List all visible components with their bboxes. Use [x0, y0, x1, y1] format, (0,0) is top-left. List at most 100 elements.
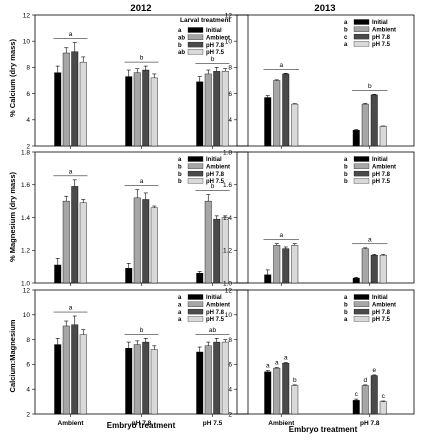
bar: [150, 349, 158, 415]
legend: a Initial b Ambient b pH 7.8 b pH 7.5: [178, 156, 230, 185]
legend-title: Larval treatment: [180, 17, 231, 24]
legend-swatch: [187, 163, 204, 169]
bar: [370, 375, 378, 415]
group-letter: a: [69, 168, 73, 175]
legend-label: Ambient: [206, 165, 230, 171]
group-letter: b: [140, 327, 144, 334]
legend: a Initial a Ambient a pH 7.8 a pH 7.5: [178, 294, 230, 323]
x-tick-label: Ambient: [268, 420, 295, 427]
legend-label: Initial: [372, 20, 388, 26]
y-tick-label: 12: [225, 287, 233, 294]
group-letter: a: [140, 178, 144, 185]
group-letter: b: [211, 56, 215, 63]
y-tick-label: 1.0: [223, 280, 232, 287]
x-axis-label-right: Embryo treatment: [289, 425, 358, 434]
legend-letter: b: [178, 165, 182, 171]
legend-letter: a: [178, 157, 182, 163]
legend-letter: b: [178, 179, 182, 185]
legend-label: Ambient: [372, 303, 396, 309]
legend-label: Ambient: [206, 36, 230, 42]
legend-letter: b: [178, 172, 182, 178]
y-tick-label: 1.8: [21, 149, 30, 156]
bar: [204, 200, 212, 284]
bar: [125, 348, 133, 415]
legend-label: pH 7.5: [372, 317, 391, 323]
legend-swatch: [187, 27, 204, 33]
significance-letter: c: [382, 393, 386, 400]
bar: [125, 76, 133, 147]
legend-swatch: [187, 49, 204, 55]
legend-letter: b: [344, 28, 348, 34]
bar: [79, 334, 87, 415]
bar: [291, 245, 299, 284]
legend-letter: ab: [178, 36, 185, 42]
legend-letter: a: [344, 157, 348, 163]
panel-mg-2013: 1.0 1.2 1.4 1.6 1.8 a a a Initial b Ambient b pH 7.8…: [223, 149, 415, 287]
legend-letter: a: [344, 42, 348, 48]
bar: [221, 341, 229, 415]
legend-letter: a: [344, 317, 348, 323]
x-tick-label: pH 7.8: [360, 420, 380, 427]
bar: [204, 345, 212, 415]
y-tick-label: 2: [26, 143, 30, 150]
y-tick-label: 12: [225, 12, 233, 19]
legend-swatch: [353, 41, 370, 47]
legend-swatch: [353, 316, 370, 322]
x-tick-label: pH 7.5: [203, 420, 223, 427]
legend-swatch: [187, 156, 204, 162]
legend-swatch: [187, 178, 204, 184]
legend-letter: a: [344, 295, 348, 301]
y-tick-label: 1.2: [223, 248, 232, 255]
group-letter: b: [211, 183, 215, 190]
group-letter: a: [69, 305, 73, 312]
legend-label: pH 7.8: [206, 43, 225, 49]
legend-label: Ambient: [206, 303, 230, 309]
bar: [71, 51, 79, 147]
legend-swatch: [353, 163, 370, 169]
y-axis-label-ratio: Calcium:Magnesium: [8, 319, 17, 392]
legend-label: Initial: [372, 157, 388, 163]
plot-frame: [236, 289, 415, 415]
bar: [264, 274, 272, 284]
bar: [273, 80, 281, 147]
bar: [71, 186, 79, 284]
bar: [282, 362, 290, 415]
legend-letter: a: [178, 303, 182, 309]
bar: [273, 245, 281, 284]
bar: [133, 197, 141, 284]
bar: [264, 371, 272, 415]
legend-letter: b: [344, 310, 348, 316]
y-tick-label: 1.2: [21, 248, 30, 255]
y-tick-label: 2: [26, 411, 30, 418]
significance-letter: b: [293, 377, 297, 384]
legend-label: pH 7.5: [372, 42, 391, 48]
legend-swatch: [353, 301, 370, 307]
legend: Larval treatment a Initial ab Ambient b pH 7.8…: [178, 17, 231, 56]
bar: [213, 341, 221, 415]
bar: [352, 277, 360, 284]
y-tick-label: 4: [228, 387, 232, 394]
y-tick-label: 10: [23, 39, 31, 46]
legend-letter: b: [178, 43, 182, 49]
bar: [150, 77, 158, 147]
legend: a Initial b Ambient c pH 7.8 a pH 7.5: [344, 19, 396, 48]
bar: [142, 199, 150, 284]
bar: [361, 103, 369, 147]
group-letter: ab: [209, 327, 217, 334]
bar: [79, 61, 87, 147]
legend-letter: ab: [178, 50, 185, 56]
bar: [54, 344, 62, 415]
bar: [71, 324, 79, 415]
legend-letter: b: [344, 165, 348, 171]
y-tick-label: 1.0: [21, 280, 30, 287]
bar: [352, 400, 360, 415]
legend-label: Ambient: [372, 28, 396, 34]
legend-label: pH 7.5: [372, 179, 391, 185]
bar: [291, 385, 299, 415]
legend-letter: b: [344, 179, 348, 185]
y-tick-label: 12: [23, 12, 31, 19]
